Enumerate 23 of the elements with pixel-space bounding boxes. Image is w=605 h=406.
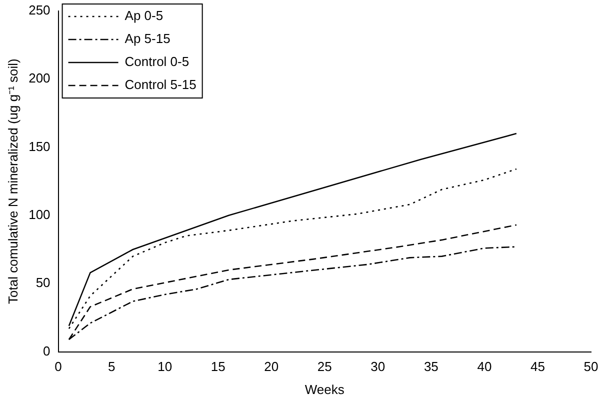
x-tick-label: 25 — [317, 359, 332, 374]
y-tick-label: 250 — [28, 2, 50, 18]
x-tick-label: 10 — [158, 359, 172, 374]
y-tick-label: 200 — [28, 70, 50, 86]
legend-label: Control 0-5 — [124, 54, 190, 70]
x-tick-label: 35 — [424, 359, 438, 374]
y-tick-label: 0 — [43, 343, 50, 358]
legend-label: Ap 5-15 — [124, 31, 170, 46]
legend-label: Ap 0-5 — [124, 8, 164, 24]
x-tick-label: 30 — [370, 359, 386, 374]
y-axis-title: Total comulative N mineralized (ug g⁻¹ soil) — [5, 58, 20, 304]
y-tick-label: 100 — [28, 206, 50, 222]
legend-label: Control 5-15 — [124, 77, 196, 92]
x-tick-label: 15 — [210, 359, 226, 374]
x-tick-label: 50 — [584, 359, 598, 374]
x-tick-label: 5 — [108, 359, 116, 374]
y-tick-label: 50 — [36, 275, 50, 290]
x-tick-label: 20 — [264, 359, 279, 374]
x-tick-label: 45 — [530, 359, 545, 374]
x-tick-label: 0 — [54, 359, 62, 374]
x-tick-label: 40 — [477, 359, 492, 374]
x-axis-title: Weeks — [304, 382, 345, 397]
y-tick-label: 150 — [28, 138, 50, 154]
